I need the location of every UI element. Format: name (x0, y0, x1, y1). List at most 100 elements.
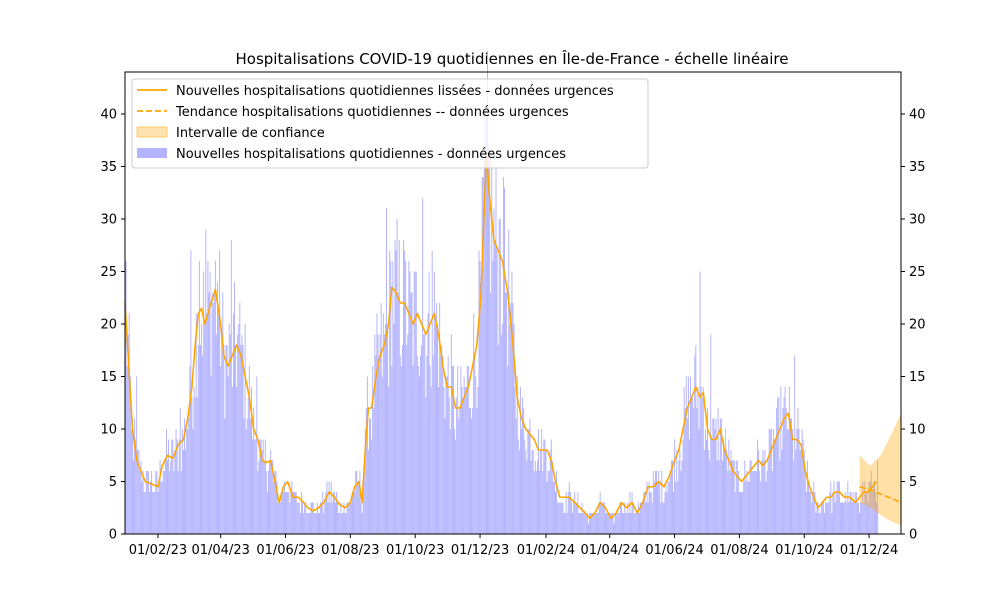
daily-bar (630, 513, 632, 534)
daily-bar (468, 408, 470, 534)
daily-bar (741, 492, 743, 534)
daily-bar (830, 481, 832, 534)
daily-bar (868, 481, 870, 534)
daily-bar (693, 408, 695, 534)
daily-bar (848, 502, 850, 534)
daily-bar (345, 513, 347, 534)
daily-bar (760, 481, 762, 534)
daily-bar (326, 481, 328, 534)
daily-bar (865, 492, 867, 534)
daily-bar (603, 502, 605, 534)
daily-bar (462, 397, 464, 534)
daily-bar (735, 460, 737, 534)
daily-bar (307, 513, 309, 534)
daily-bar (648, 481, 650, 534)
daily-bar (668, 481, 670, 534)
daily-bar (203, 271, 205, 534)
daily-bar (325, 492, 327, 534)
daily-bar (496, 250, 498, 534)
daily-bar (146, 471, 148, 534)
daily-bar (518, 450, 520, 534)
daily-bar (508, 229, 510, 534)
daily-bar (405, 261, 407, 534)
daily-bar (524, 439, 526, 534)
daily-bar (548, 471, 550, 534)
daily-bar (271, 460, 273, 534)
daily-bar (712, 418, 714, 534)
daily-bar (140, 460, 142, 534)
daily-bar (455, 439, 457, 534)
daily-bar (370, 418, 372, 534)
daily-bar (640, 502, 642, 534)
daily-bar (341, 513, 343, 534)
daily-bar (475, 376, 477, 534)
daily-bar (592, 513, 594, 534)
daily-bar (160, 481, 162, 534)
daily-bar (845, 492, 847, 534)
daily-bar (512, 303, 514, 534)
daily-bar (674, 439, 676, 534)
daily-bar (867, 502, 869, 534)
daily-bar (659, 481, 661, 534)
trend-line (859, 485, 902, 504)
daily-bar (589, 513, 591, 534)
daily-bar (781, 450, 783, 534)
daily-bar (324, 502, 326, 534)
daily-bar (297, 502, 299, 534)
daily-bar (617, 513, 619, 534)
daily-bar (612, 513, 614, 534)
daily-bar (553, 481, 555, 534)
daily-bar (292, 492, 294, 534)
daily-bar (526, 460, 528, 534)
daily-bar (416, 355, 418, 534)
y-tick-label-right: 0 (909, 528, 917, 543)
daily-bar (425, 397, 427, 534)
daily-bar (441, 345, 443, 534)
daily-bar (329, 502, 331, 534)
daily-bar (552, 481, 554, 534)
x-tick-label: 01/02/24 (517, 543, 575, 558)
daily-bar (837, 481, 839, 534)
daily-bar (261, 450, 263, 534)
daily-bar (731, 460, 733, 534)
daily-bar (786, 429, 788, 534)
daily-bar (699, 271, 701, 534)
x-tick-label: 01/02/23 (129, 543, 187, 558)
daily-bar (528, 429, 530, 534)
daily-bar (758, 450, 760, 534)
daily-bar (717, 408, 719, 534)
daily-bar (352, 492, 353, 534)
daily-bar (570, 502, 572, 534)
daily-bar (644, 492, 646, 534)
daily-bar (296, 502, 298, 534)
daily-bar (431, 250, 433, 534)
daily-bar (291, 481, 293, 534)
daily-bar (507, 366, 509, 534)
daily-bar (278, 502, 280, 534)
daily-bar (746, 471, 748, 534)
daily-bar (574, 492, 576, 534)
daily-bar (568, 481, 570, 534)
daily-bar (783, 397, 785, 534)
daily-bar (602, 502, 604, 534)
daily-bar (669, 471, 671, 534)
daily-bar (490, 292, 492, 534)
daily-bar (381, 376, 383, 534)
daily-bar (533, 471, 535, 534)
daily-bar (713, 418, 715, 534)
daily-bar (729, 471, 731, 534)
daily-bar (143, 492, 145, 534)
daily-bar (394, 240, 396, 534)
daily-bar (720, 418, 722, 534)
daily-bar (728, 439, 730, 534)
daily-bar (724, 450, 726, 534)
daily-bar (451, 366, 453, 534)
daily-bar (290, 492, 292, 534)
daily-bar (158, 481, 160, 534)
daily-bar (356, 471, 358, 534)
daily-bar (153, 492, 155, 534)
plot-area (124, 51, 902, 534)
daily-bar (479, 261, 481, 534)
daily-bar (335, 502, 336, 534)
